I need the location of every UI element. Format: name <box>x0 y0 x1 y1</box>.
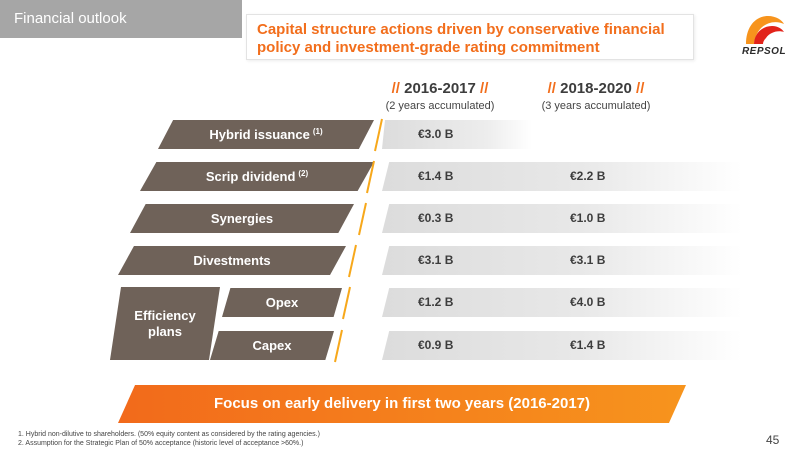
row-label-scrip-dividend: Scrip dividend (2) <box>140 162 374 191</box>
value-2018-2020: €1.4 B <box>570 338 606 352</box>
row-label-synergies: Synergies <box>130 204 354 233</box>
slide-title-line-2: policy and investment-grade rating commi… <box>257 39 600 56</box>
value-2016-2017: €1.2 B <box>418 295 454 309</box>
row-label-hybrid-issuance: Hybrid issuance (1) <box>158 120 374 149</box>
page-number: 45 <box>766 433 780 447</box>
row-label-opex: Opex <box>222 288 342 317</box>
value-2018-2020: €1.0 B <box>570 211 606 225</box>
column-header-2016-2017: // 2016-2017 // (2 years accumulated) <box>375 80 505 112</box>
slash-divider <box>358 202 367 236</box>
row-label-divestments: Divestments <box>118 246 346 275</box>
logo-wordmark: REPSOL <box>741 46 787 57</box>
footnote-1: 1. Hybrid non-dilutive to shareholders. … <box>18 431 320 438</box>
footnotes: 1. Hybrid non-dilutive to shareholders. … <box>18 431 320 448</box>
section-tab: Financial outlook <box>0 0 242 38</box>
period-subtitle: (3 years accumulated) <box>541 100 651 112</box>
slash-divider <box>334 329 343 363</box>
row-label-capex: Capex <box>210 331 334 360</box>
period-label: 2016-2017 <box>404 80 476 97</box>
footnote-2: 2. Assumption for the Strategic Plan of … <box>18 439 304 447</box>
table-row: €3.0 B <box>382 120 532 149</box>
table-row: €1.2 B €4.0 B <box>382 288 742 317</box>
value-2016-2017: €1.4 B <box>418 169 454 183</box>
table-row: €1.4 B €2.2 B <box>382 162 742 191</box>
column-header-2018-2020: // 2018-2020 // (3 years accumulated) <box>526 80 666 112</box>
section-title: Financial outlook <box>14 10 127 27</box>
repsol-logo: REPSOL <box>736 10 792 60</box>
value-2018-2020: €2.2 B <box>570 169 606 183</box>
slash-divider <box>342 286 351 320</box>
value-2018-2020: €4.0 B <box>570 295 606 309</box>
focus-banner: Focus on early delivery in first two yea… <box>118 385 686 423</box>
slide-title-box: Capital structure actions driven by cons… <box>246 14 694 60</box>
value-2016-2017: €0.9 B <box>418 338 454 352</box>
value-2018-2020: €3.1 B <box>570 253 606 267</box>
table-row: €3.1 B €3.1 B <box>382 246 742 275</box>
row-group-efficiency-plans: Efficiency plans <box>110 287 220 360</box>
value-2016-2017: €3.1 B <box>418 253 454 267</box>
table-row: €0.3 B €1.0 B <box>382 204 742 233</box>
slash-divider <box>366 160 375 194</box>
table-row: €0.9 B €1.4 B <box>382 331 742 360</box>
period-subtitle: (2 years accumulated) <box>385 100 495 112</box>
repsol-logo-icon <box>746 16 784 44</box>
slide-title-line-1: Capital structure actions driven by cons… <box>257 21 665 38</box>
slash-divider <box>348 244 357 278</box>
period-label: 2018-2020 <box>560 80 632 97</box>
slash-divider <box>374 118 383 152</box>
value-2016-2017: €0.3 B <box>418 211 454 225</box>
value-2016-2017: €3.0 B <box>418 127 454 141</box>
